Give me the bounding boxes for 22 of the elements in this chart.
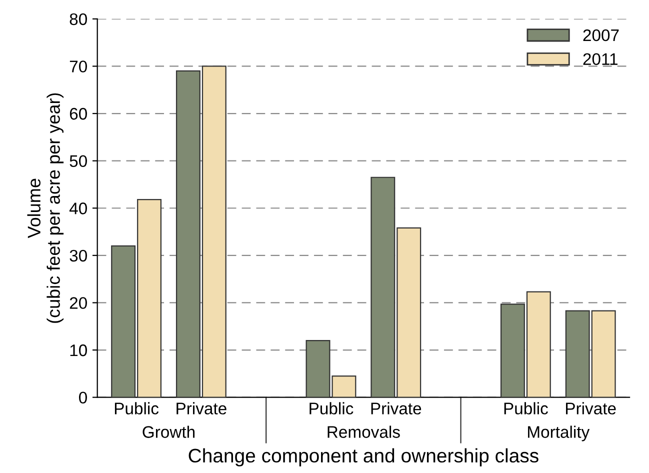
text: Removals <box>328 426 400 438</box>
x-tick-label: Private <box>566 402 616 414</box>
x-tick-label: Public <box>114 402 159 414</box>
text: Growth <box>142 426 195 438</box>
y-tick-label: 70 <box>70 60 87 72</box>
y-tick-label: 40 <box>69 202 87 214</box>
y-tick-label: 0 <box>79 392 87 404</box>
y-tick-label: 50 <box>70 155 87 168</box>
x-tick-label: Public <box>504 402 548 414</box>
text: Mortality <box>528 426 590 442</box>
y-tick-label: 80 <box>70 13 87 26</box>
y-tick-label: 60 <box>70 108 87 120</box>
legend-label: 2011 <box>583 53 618 66</box>
x-tick-label: Private <box>176 402 226 414</box>
x-tick-label: Public <box>310 402 354 414</box>
y-tick-label: 30 <box>70 250 87 262</box>
y-tick-label: 20 <box>70 297 87 309</box>
legend-label: 2007 <box>583 29 619 42</box>
y-axis-title: Volume (cubic feet per acre per year) <box>27 93 64 323</box>
x-tick-label: Private <box>371 402 422 414</box>
y-tick-label: 10 <box>70 344 87 356</box>
x-axis-title: Change component and ownership class <box>188 448 538 466</box>
